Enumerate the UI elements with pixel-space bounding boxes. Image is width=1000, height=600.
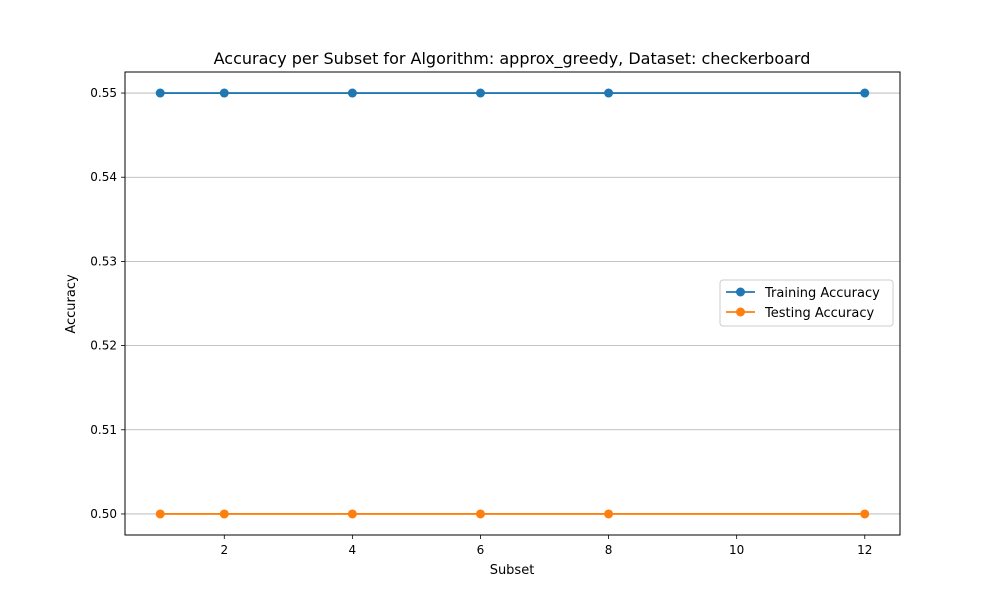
axes: 0.50 0.51 0.52 0.53 0.54 0.55 2 4 6 8 10 12 (90, 86, 872, 557)
data-point-testing-accuracy (860, 509, 870, 519)
data-point-testing-accuracy (219, 509, 229, 519)
data-point-training-accuracy (860, 88, 870, 98)
x-tick-label: 4 (349, 543, 357, 557)
legend: Training Accuracy Testing Accuracy (719, 279, 894, 327)
legend-marker-training (736, 287, 745, 297)
legend-marker-testing (736, 307, 745, 317)
x-tick-label: 10 (729, 543, 744, 557)
series-testing-accuracy (155, 509, 870, 519)
series-layer (155, 88, 870, 519)
x-tick-label: 8 (605, 543, 613, 557)
y-tick-label: 0.50 (90, 507, 117, 521)
data-point-training-accuracy (347, 88, 357, 98)
x-tick-label: 6 (477, 543, 485, 557)
chart-title: Accuracy per Subset for Algorithm: appro… (214, 49, 811, 69)
data-point-testing-accuracy (475, 509, 485, 519)
y-tick-label: 0.53 (90, 254, 117, 268)
data-point-testing-accuracy (604, 509, 614, 519)
data-point-training-accuracy (475, 88, 485, 98)
x-tick-label: 12 (857, 543, 872, 557)
data-point-testing-accuracy (347, 509, 357, 519)
legend-box (719, 279, 894, 327)
data-point-testing-accuracy (155, 509, 165, 519)
x-axis-label: Subset (490, 563, 535, 578)
y-tick-label: 0.52 (90, 339, 117, 353)
plot-frame (124, 71, 901, 536)
series-training-accuracy (155, 88, 870, 98)
legend-label-testing: Testing Accuracy (764, 306, 874, 321)
legend-label-training: Training Accuracy (764, 286, 880, 301)
data-point-training-accuracy (604, 88, 614, 98)
data-point-training-accuracy (219, 88, 229, 98)
y-axis-label: Accuracy (64, 274, 79, 334)
y-tick-label: 0.54 (90, 170, 117, 184)
y-tick-label: 0.51 (90, 423, 117, 437)
data-point-training-accuracy (155, 88, 165, 98)
y-tick-label: 0.55 (90, 86, 117, 100)
x-tick-label: 2 (220, 543, 228, 557)
